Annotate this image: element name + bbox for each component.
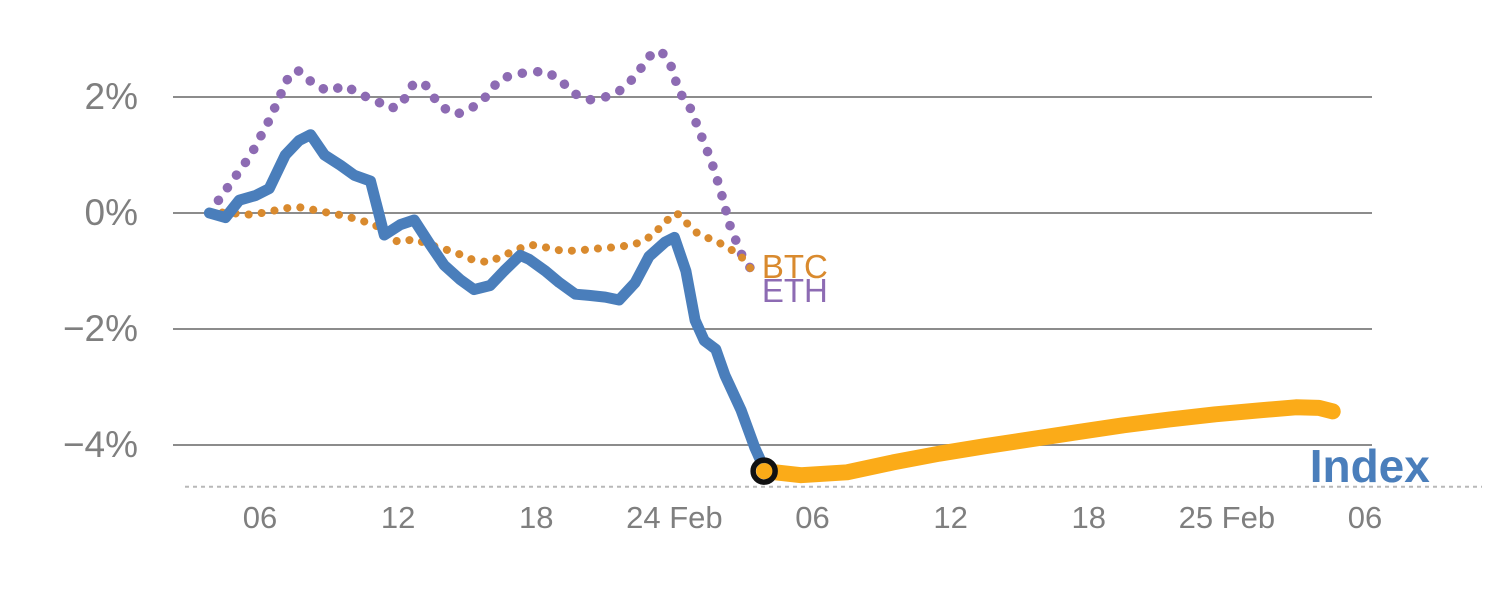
series-line-index-forward xyxy=(756,399,1341,484)
index-endpoint-marker xyxy=(750,457,778,485)
series-label-eth: ETH xyxy=(762,272,828,309)
x-tick-label: 18 xyxy=(1071,500,1105,535)
x-tick-label: 06 xyxy=(795,500,829,535)
x-tick-label: 06 xyxy=(243,500,277,535)
x-tick-label: 25 Feb xyxy=(1179,500,1276,535)
y-tick-label: −2% xyxy=(63,308,138,349)
series-label-btc: BTC xyxy=(762,248,828,285)
x-tick-label: 12 xyxy=(933,500,967,535)
x-tick-label: 18 xyxy=(519,500,553,535)
series-line-index xyxy=(203,129,770,474)
series-line-btc xyxy=(205,203,755,273)
x-tick-label: 24 Feb xyxy=(626,500,723,535)
y-tick-label: 0% xyxy=(85,192,138,233)
y-tick-label: 2% xyxy=(85,76,138,117)
x-tick-label: 12 xyxy=(381,500,415,535)
series-label-index: Index xyxy=(1310,440,1431,492)
x-tick-label: 06 xyxy=(1348,500,1382,535)
series-line-eth xyxy=(204,45,756,273)
y-tick-label: −4% xyxy=(63,424,138,465)
